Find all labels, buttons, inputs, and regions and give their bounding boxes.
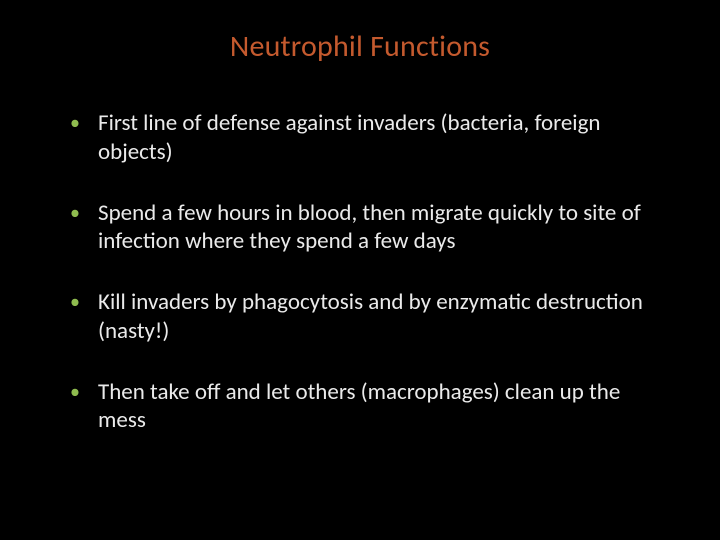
bullet-list: First line of defense against invaders (… xyxy=(48,109,672,467)
slide-title: Neutrophil Functions xyxy=(48,28,672,65)
bullet-item: Then take off and let others (macrophage… xyxy=(68,378,672,436)
bullet-item: Kill invaders by phagocytosis and by enz… xyxy=(68,288,672,346)
bullet-item: Spend a few hours in blood, then migrate… xyxy=(68,199,672,257)
bullet-item: First line of defense against invaders (… xyxy=(68,109,672,167)
slide: Neutrophil Functions First line of defen… xyxy=(0,0,720,540)
